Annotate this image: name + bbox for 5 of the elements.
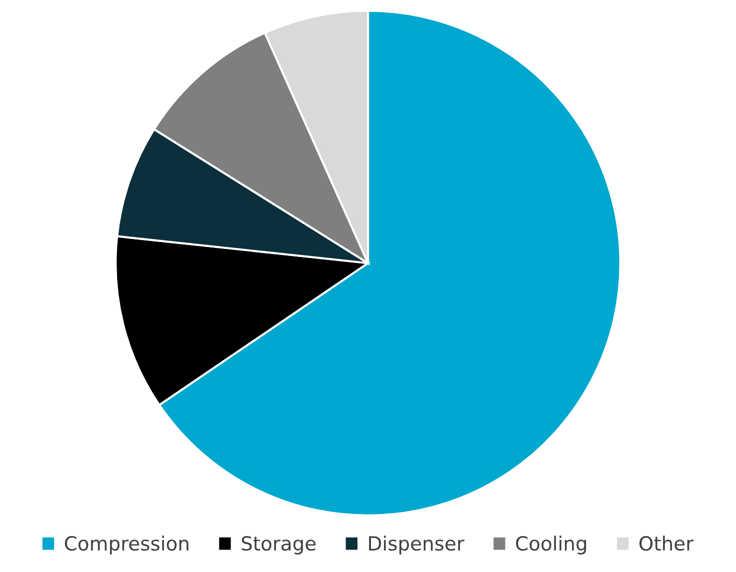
legend-label: Other (639, 536, 694, 551)
legend-label: Compression (64, 536, 188, 554)
legend-label: Storage (242, 536, 316, 554)
legend-label: Cooling (516, 536, 586, 554)
legend-label: Dispenser (369, 536, 464, 554)
